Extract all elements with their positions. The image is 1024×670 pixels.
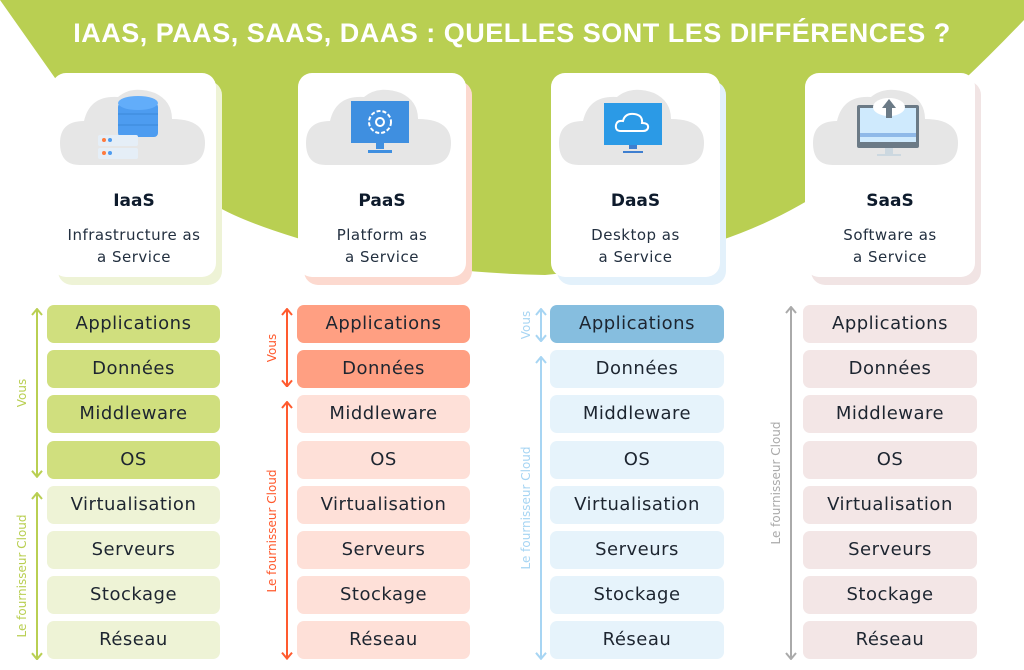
model-name: SaaS bbox=[866, 191, 914, 211]
cloud-arrow bbox=[535, 356, 547, 660]
layer-paas: Données bbox=[297, 350, 470, 389]
database-server-icon bbox=[60, 89, 205, 165]
monitor-cloud-icon bbox=[559, 89, 704, 165]
model-description: Platform as bbox=[336, 226, 428, 244]
layer-paas: Middleware bbox=[297, 395, 470, 434]
vous-label: Vous bbox=[519, 310, 533, 340]
monitor-gear-icon bbox=[306, 89, 451, 165]
model-description: Desktop as bbox=[591, 226, 680, 244]
layer-daas: Réseau bbox=[550, 621, 724, 660]
vous-label: Vous bbox=[15, 378, 29, 408]
model-description: a Service bbox=[598, 248, 673, 266]
model-description: a Service bbox=[345, 248, 419, 266]
card-daas: DaaS Desktop as a Service bbox=[551, 73, 720, 277]
model-name: PaaS bbox=[358, 191, 406, 211]
layer-paas: OS bbox=[297, 440, 470, 479]
layer-iaas: Stockage bbox=[47, 576, 220, 615]
monitor-upload-icon bbox=[813, 89, 958, 165]
layer-saas: Middleware bbox=[803, 395, 977, 434]
layer-daas: Virtualisation bbox=[550, 485, 724, 524]
model-description: a Service bbox=[853, 248, 927, 266]
layer-daas: Données bbox=[550, 350, 724, 389]
model-description: a Service bbox=[97, 248, 171, 266]
layer-saas: OS bbox=[803, 440, 977, 479]
layer-daas: Serveurs bbox=[550, 531, 724, 569]
layer-iaas: Applications bbox=[47, 305, 220, 343]
layer-paas: Applications bbox=[297, 305, 470, 343]
layer-iaas: Middleware bbox=[47, 395, 220, 434]
layer-saas: Virtualisation bbox=[803, 485, 977, 524]
layer-paas: Virtualisation bbox=[297, 485, 470, 524]
model-description: Software as bbox=[843, 226, 937, 244]
layer-paas: Réseau bbox=[297, 621, 470, 660]
model-name: DaaS bbox=[610, 191, 661, 211]
layer-saas: Stockage bbox=[803, 576, 977, 615]
layer-daas: Stockage bbox=[550, 576, 724, 615]
model-description: Infrastructure as bbox=[67, 226, 201, 244]
layer-iaas: Serveurs bbox=[47, 531, 220, 569]
layer-daas: OS bbox=[550, 440, 724, 479]
layer-iaas: Virtualisation bbox=[47, 485, 220, 524]
vous-arrow bbox=[281, 308, 293, 388]
vous-label: Vous bbox=[265, 333, 279, 362]
cloud-arrow bbox=[785, 306, 797, 660]
layer-daas: Applications bbox=[550, 305, 724, 343]
layer-paas: Serveurs bbox=[297, 531, 470, 569]
layer-saas: Applications bbox=[803, 305, 977, 343]
cloud-arrow bbox=[281, 401, 293, 660]
layer-saas: Serveurs bbox=[803, 531, 977, 569]
layer-paas: Stockage bbox=[297, 576, 470, 615]
layer-iaas: OS bbox=[47, 440, 220, 479]
layer-saas: Données bbox=[803, 350, 977, 389]
vous-arrow bbox=[535, 308, 547, 343]
cloud-label: Le fournisseur Cloud bbox=[265, 469, 279, 593]
cloud-label: Le fournisseur Cloud bbox=[519, 446, 533, 570]
layer-iaas: Réseau bbox=[47, 621, 220, 660]
card-paas: PaaS Platform as a Service bbox=[298, 73, 466, 277]
cloud-arrow bbox=[31, 491, 43, 660]
cloud-label: Le fournisseur Cloud bbox=[15, 514, 29, 638]
page-title: IAAS, PAAS, SAAS, DAAS : QUELLES SONT LE… bbox=[73, 18, 951, 48]
layer-iaas: Données bbox=[47, 350, 220, 389]
model-name: IaaS bbox=[113, 191, 155, 211]
card-iaas: IaaS Infrastructure as a Service bbox=[52, 73, 216, 277]
layer-saas: Réseau bbox=[803, 621, 977, 660]
cloud-label: Le fournisseur Cloud bbox=[769, 421, 783, 545]
vous-arrow bbox=[31, 308, 43, 478]
layer-daas: Middleware bbox=[550, 395, 724, 434]
card-saas: SaaS Software as a Service bbox=[805, 73, 975, 277]
